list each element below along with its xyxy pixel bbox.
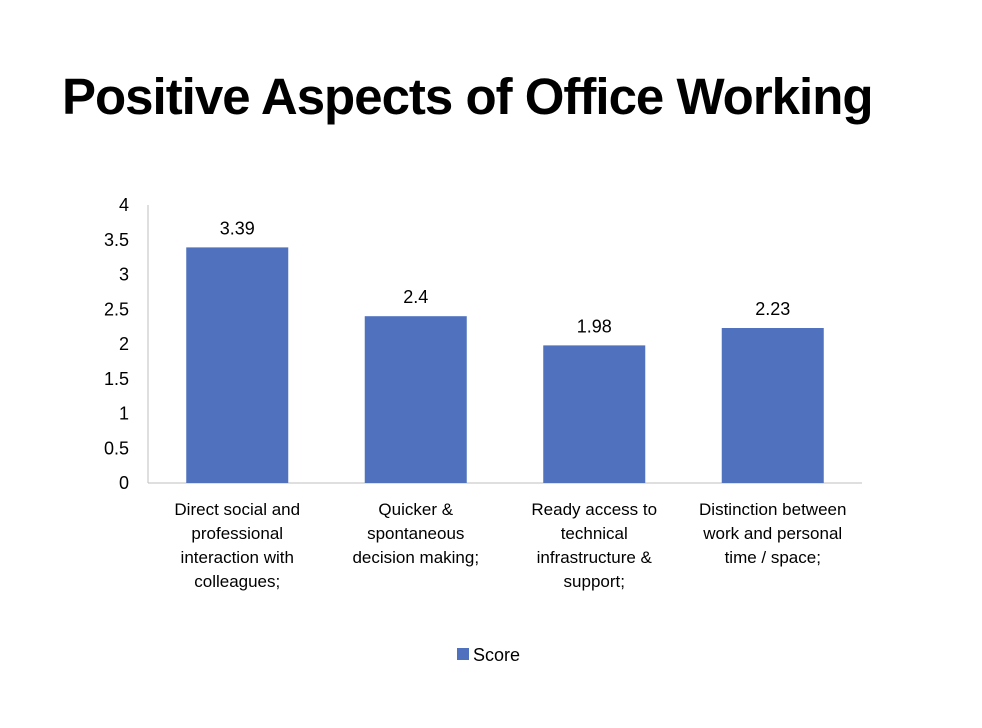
y-tick-label: 0.5 (104, 438, 129, 458)
data-label: 1.98 (577, 316, 612, 336)
y-tick-label: 2 (119, 334, 129, 354)
bar (543, 345, 646, 483)
x-tick-label: infrastructure & (537, 548, 653, 567)
y-tick-label: 3 (119, 265, 129, 285)
x-tick-label: professional (191, 524, 283, 543)
y-tick-label: 0 (119, 473, 129, 493)
x-tick-label: interaction with (181, 548, 294, 567)
slide-title: Positive Aspects of Office Working (62, 68, 874, 125)
legend-label: Score (473, 645, 520, 665)
x-tick-label: support; (564, 572, 625, 591)
bar (364, 316, 467, 483)
y-tick-label: 1.5 (104, 369, 129, 389)
data-label: 3.39 (220, 218, 255, 238)
bar (186, 247, 289, 483)
x-tick-label: spontaneous (367, 524, 464, 543)
y-tick-label: 2.5 (104, 299, 129, 319)
x-tick-label: time / space; (725, 548, 821, 567)
data-label: 2.4 (403, 287, 428, 307)
y-tick-label: 1 (119, 404, 129, 424)
x-tick-label: decision making; (352, 548, 479, 567)
legend-swatch (457, 648, 469, 660)
x-tick-label: Ready access to (531, 500, 657, 519)
x-tick-label: technical (561, 524, 628, 543)
x-tick-label: colleagues; (194, 572, 280, 591)
data-label: 2.23 (755, 299, 790, 319)
x-tick-label: Quicker & (378, 500, 453, 519)
bar (721, 328, 824, 483)
y-tick-label: 4 (119, 195, 129, 215)
y-tick-label: 3.5 (104, 230, 129, 250)
x-tick-label: work and personal (702, 524, 842, 543)
x-tick-label: Distinction between (699, 500, 846, 519)
x-tick-label: Direct social and (174, 500, 300, 519)
